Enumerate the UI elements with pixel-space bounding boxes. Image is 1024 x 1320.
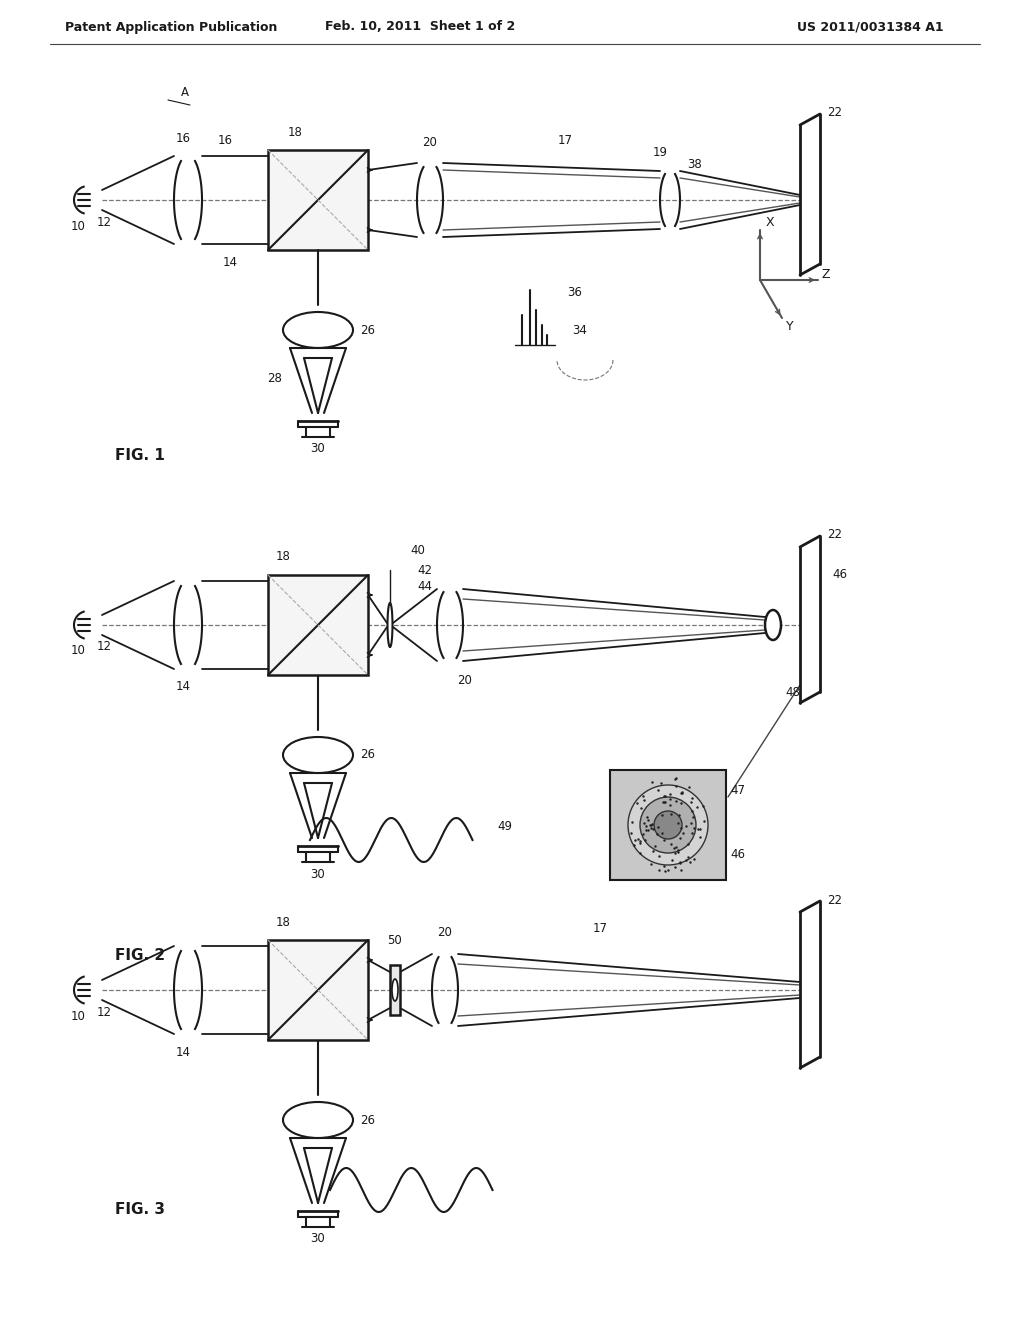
Ellipse shape: [283, 312, 353, 348]
Text: 46: 46: [730, 849, 745, 862]
Circle shape: [640, 797, 696, 853]
Text: 22: 22: [827, 106, 843, 119]
Text: 26: 26: [360, 1114, 376, 1126]
Ellipse shape: [283, 1102, 353, 1138]
Text: 22: 22: [827, 894, 843, 907]
Text: 10: 10: [71, 644, 85, 657]
Text: 48: 48: [785, 686, 801, 700]
Text: A: A: [181, 86, 189, 99]
Text: 12: 12: [96, 215, 112, 228]
Text: 30: 30: [310, 867, 326, 880]
Text: 20: 20: [437, 925, 453, 939]
Text: 30: 30: [310, 1233, 326, 1246]
Text: 18: 18: [275, 916, 291, 928]
Text: 19: 19: [652, 145, 668, 158]
Text: 17: 17: [593, 921, 607, 935]
Text: 12: 12: [96, 640, 112, 653]
Text: 10: 10: [71, 1010, 85, 1023]
Text: 16: 16: [217, 133, 232, 147]
Circle shape: [654, 810, 682, 840]
Text: 38: 38: [688, 158, 702, 172]
Text: 30: 30: [310, 442, 326, 455]
Text: Feb. 10, 2011  Sheet 1 of 2: Feb. 10, 2011 Sheet 1 of 2: [325, 21, 515, 33]
Text: 50: 50: [388, 933, 402, 946]
Text: 14: 14: [175, 681, 190, 693]
Text: 28: 28: [267, 371, 283, 384]
Text: 14: 14: [175, 1045, 190, 1059]
Ellipse shape: [387, 603, 392, 647]
Text: 26: 26: [360, 748, 376, 762]
Text: 12: 12: [96, 1006, 112, 1019]
Bar: [610, 770, 726, 880]
Ellipse shape: [392, 979, 398, 1001]
Bar: [390, 965, 400, 1015]
Text: 20: 20: [423, 136, 437, 149]
Text: FIG. 1: FIG. 1: [115, 447, 165, 462]
Text: Z: Z: [821, 268, 830, 281]
Text: 16: 16: [175, 132, 190, 144]
Ellipse shape: [283, 737, 353, 774]
Text: 18: 18: [288, 125, 302, 139]
Circle shape: [628, 785, 708, 865]
Text: 44: 44: [418, 581, 432, 594]
Text: 49: 49: [498, 821, 512, 833]
Text: 47: 47: [730, 784, 745, 796]
Text: Y: Y: [786, 319, 794, 333]
Text: FIG. 2: FIG. 2: [115, 948, 165, 962]
Text: 10: 10: [71, 219, 85, 232]
Text: FIG. 3: FIG. 3: [115, 1203, 165, 1217]
Text: 18: 18: [275, 550, 291, 564]
Text: 17: 17: [557, 133, 572, 147]
Text: X: X: [766, 215, 774, 228]
Text: 36: 36: [567, 286, 583, 300]
Text: 20: 20: [458, 673, 472, 686]
Text: 14: 14: [222, 256, 238, 269]
Ellipse shape: [765, 610, 781, 640]
Bar: [268, 940, 368, 1040]
Bar: [268, 576, 368, 675]
Text: 34: 34: [572, 323, 588, 337]
Text: US 2011/0031384 A1: US 2011/0031384 A1: [797, 21, 943, 33]
Text: 40: 40: [411, 544, 425, 557]
Bar: [268, 150, 368, 249]
Text: 22: 22: [827, 528, 843, 541]
Text: 26: 26: [360, 323, 376, 337]
Text: Patent Application Publication: Patent Application Publication: [65, 21, 278, 33]
Text: 42: 42: [418, 564, 432, 577]
Text: 46: 46: [833, 569, 848, 582]
